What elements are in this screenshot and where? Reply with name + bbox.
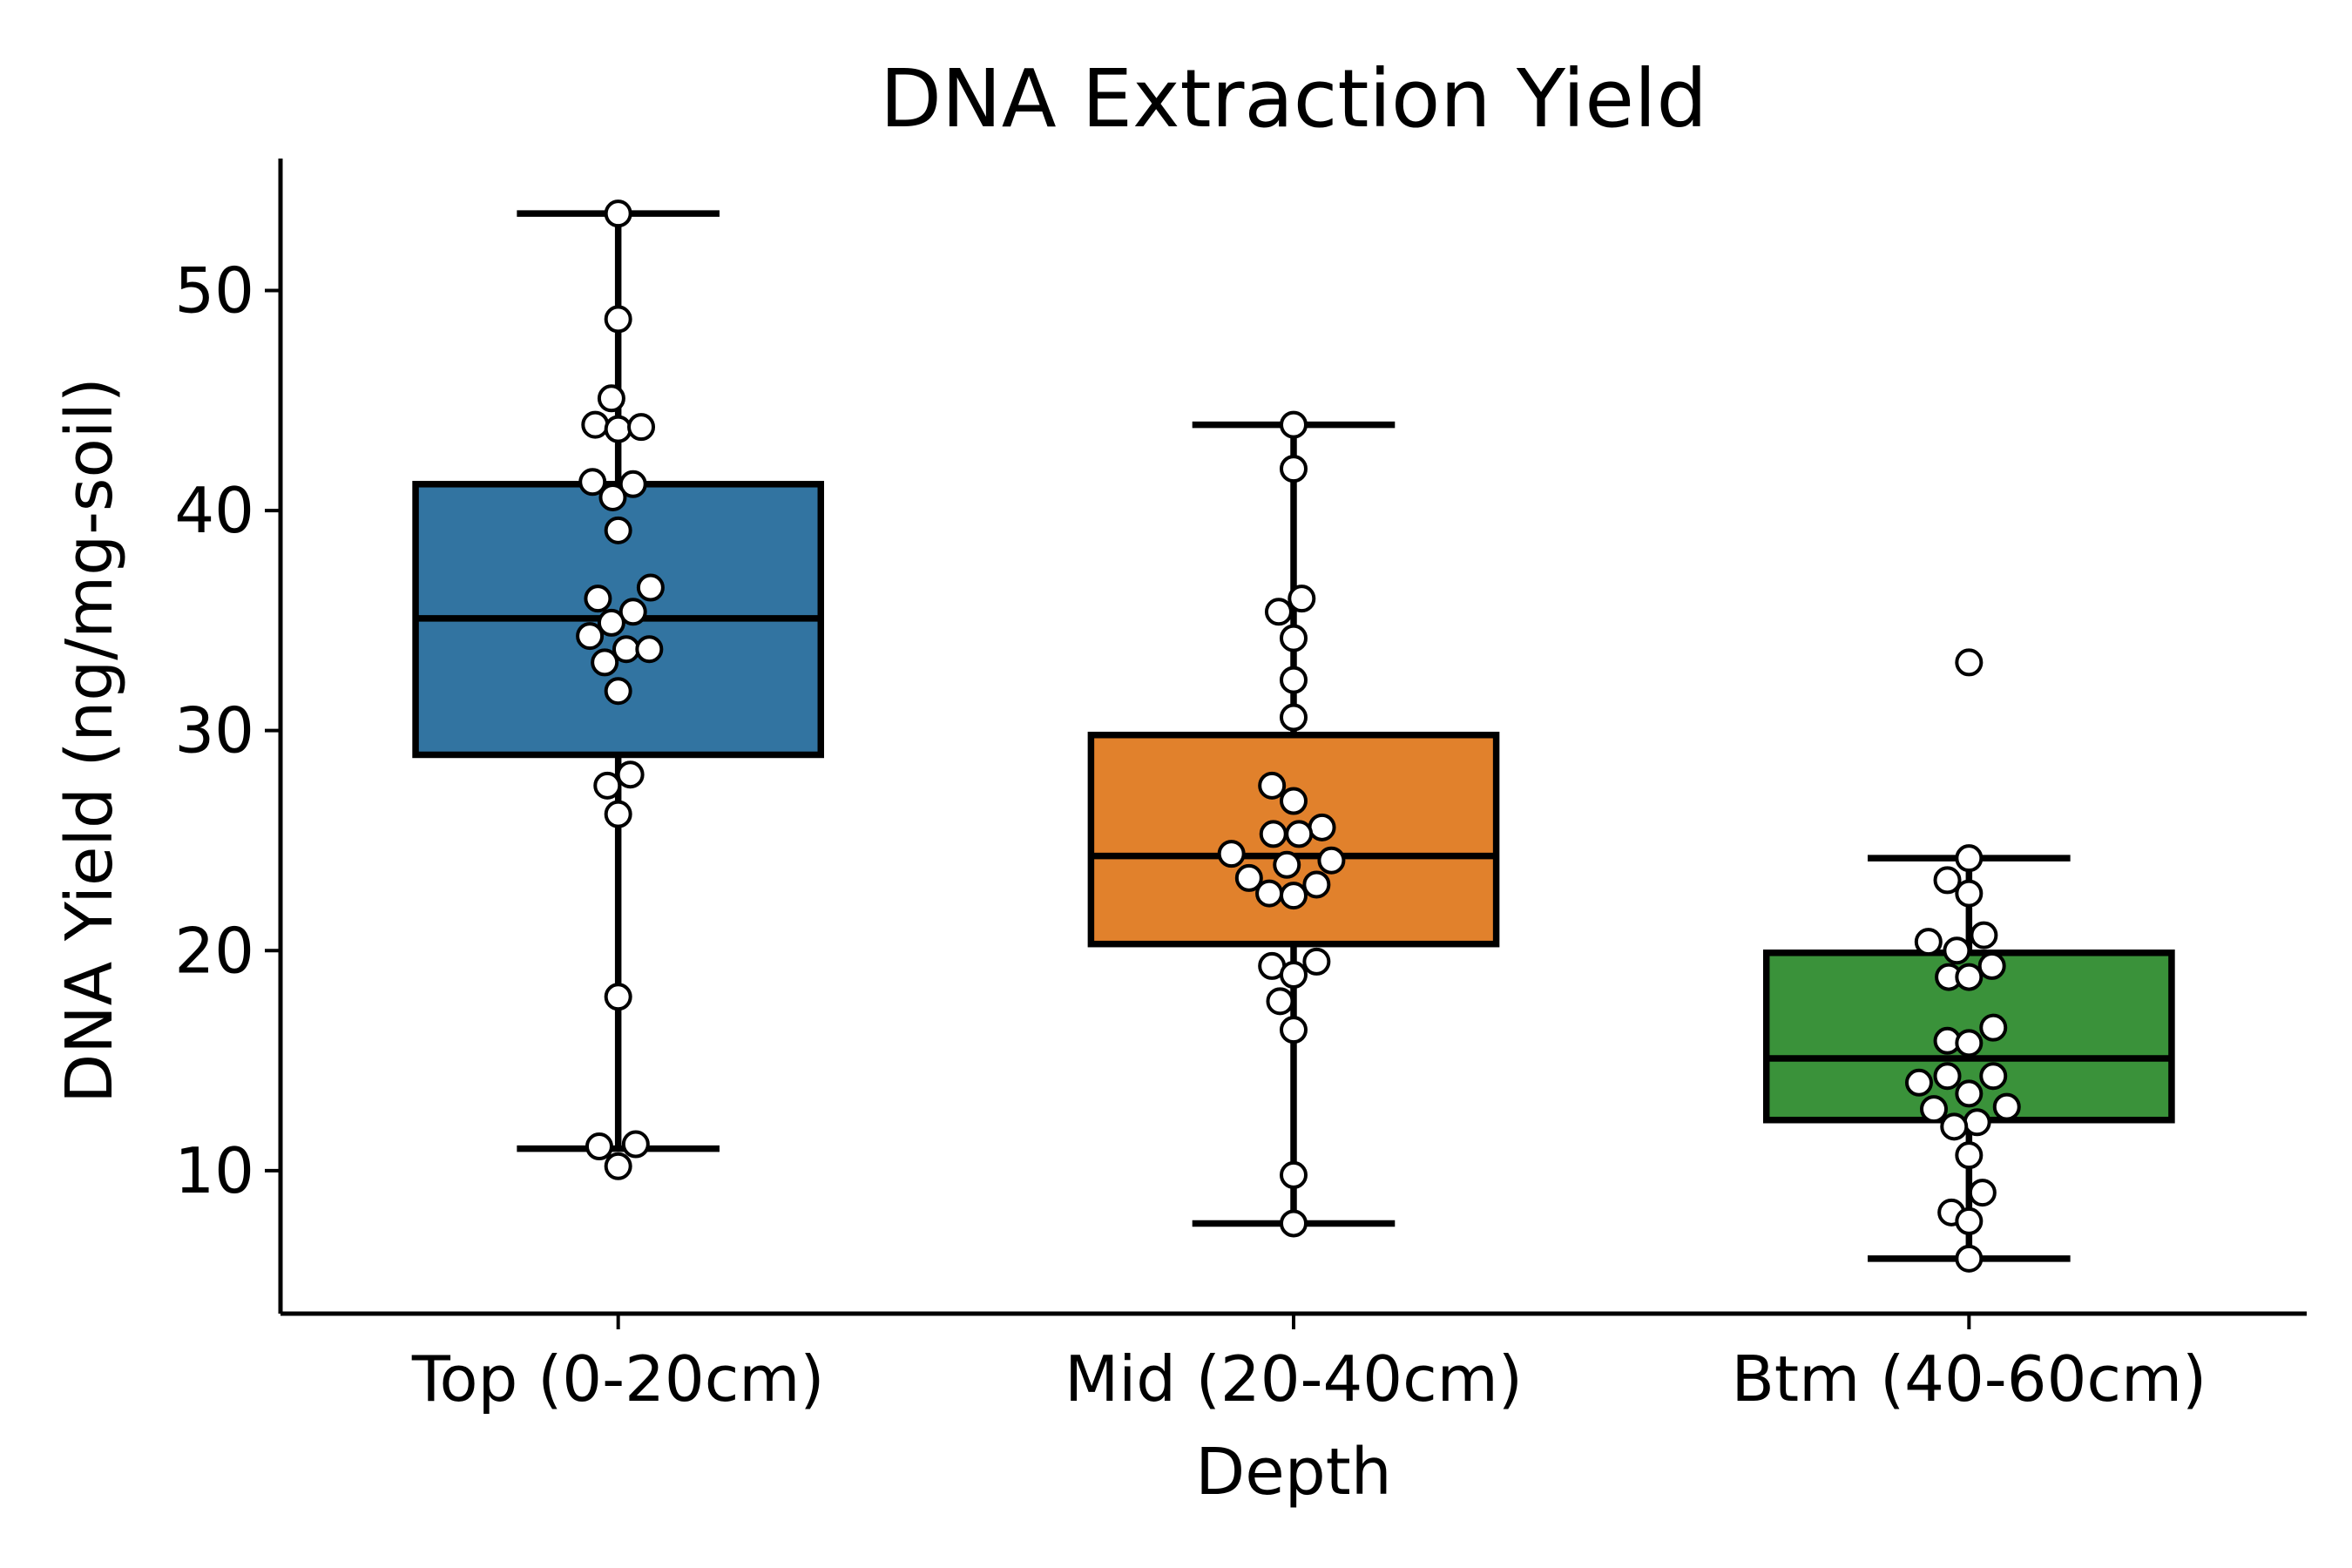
data-point bbox=[604, 983, 632, 1011]
data-point bbox=[616, 760, 645, 789]
data-point bbox=[1955, 1141, 1984, 1170]
data-point bbox=[597, 384, 625, 413]
data-point bbox=[1280, 666, 1308, 694]
data-point bbox=[578, 468, 607, 497]
data-point bbox=[1977, 951, 2006, 980]
data-point bbox=[1955, 844, 1984, 873]
data-point bbox=[1280, 624, 1308, 652]
data-point bbox=[1280, 1209, 1308, 1238]
data-point bbox=[1280, 1160, 1308, 1189]
y-tick-label: 30 bbox=[174, 694, 254, 767]
data-point bbox=[1933, 866, 1962, 895]
data-point bbox=[1217, 840, 1246, 868]
data-point bbox=[1234, 863, 1263, 892]
y-tick-label: 50 bbox=[174, 254, 254, 328]
data-point bbox=[576, 622, 605, 651]
data-point bbox=[1273, 850, 1301, 879]
data-point bbox=[636, 573, 665, 602]
data-point bbox=[1963, 1108, 1991, 1137]
data-point bbox=[1992, 1092, 2021, 1121]
data-point bbox=[604, 800, 632, 828]
box-group bbox=[1762, 648, 2175, 1273]
data-point bbox=[1920, 1095, 1949, 1124]
data-point bbox=[1904, 1068, 1933, 1097]
data-point bbox=[1955, 1029, 1984, 1058]
data-point bbox=[1288, 585, 1316, 613]
data-point bbox=[618, 598, 647, 626]
data-point bbox=[627, 413, 656, 442]
data-point bbox=[1308, 813, 1336, 841]
data-point bbox=[618, 470, 647, 498]
data-point bbox=[1943, 936, 1971, 965]
data-point bbox=[1955, 648, 1984, 677]
data-point bbox=[1979, 1062, 2008, 1091]
x-axis-label: Depth bbox=[1195, 1435, 1391, 1510]
chart-title: DNA Extraction Yield bbox=[880, 52, 1707, 145]
data-point bbox=[1933, 1062, 1962, 1091]
axes: 10 20 30 40 50 Top (0-20cm) Mid (20-40cm) Btm (… bbox=[174, 159, 2307, 1416]
data-point bbox=[584, 585, 612, 613]
data-point bbox=[604, 415, 632, 443]
data-point bbox=[591, 648, 619, 677]
data-point bbox=[1914, 928, 1943, 956]
x-tick-label: Top (0-20cm) bbox=[411, 1342, 825, 1416]
data-point bbox=[621, 1130, 650, 1159]
data-point bbox=[1955, 963, 1984, 991]
data-point bbox=[1280, 1016, 1308, 1044]
data-point bbox=[581, 410, 610, 439]
data-point bbox=[598, 483, 627, 511]
data-point bbox=[1280, 703, 1308, 732]
box-group bbox=[412, 199, 825, 1180]
data-point bbox=[585, 1132, 613, 1161]
data-point bbox=[1955, 1079, 1984, 1108]
data-point bbox=[1280, 455, 1308, 483]
x-tick-label: Btm (40-60cm) bbox=[1731, 1342, 2207, 1416]
data-point bbox=[1264, 598, 1293, 626]
box-group bbox=[1087, 410, 1500, 1238]
data-point bbox=[1940, 1112, 1969, 1141]
data-point bbox=[1280, 961, 1308, 990]
data-point bbox=[604, 199, 632, 228]
data-point bbox=[1968, 1179, 1997, 1207]
data-point bbox=[1255, 879, 1284, 908]
data-point bbox=[604, 677, 632, 706]
y-axis-label: DNA Yield (ng/mg-soil) bbox=[52, 377, 127, 1103]
data-point bbox=[1970, 921, 1998, 950]
data-point bbox=[593, 771, 622, 800]
data-point bbox=[1285, 820, 1314, 848]
y-tick-label: 10 bbox=[174, 1134, 254, 1207]
data-point bbox=[1280, 882, 1308, 910]
plot-area bbox=[412, 199, 2175, 1273]
data-point bbox=[1979, 1013, 2008, 1042]
data-point bbox=[597, 608, 625, 637]
data-point bbox=[604, 516, 632, 544]
data-point bbox=[1955, 879, 1984, 908]
data-point bbox=[1259, 820, 1288, 848]
data-point bbox=[1317, 846, 1346, 875]
data-point bbox=[1302, 870, 1331, 899]
x-tick-label: Mid (20-40cm) bbox=[1064, 1342, 1523, 1416]
data-point bbox=[1302, 947, 1331, 976]
data-point bbox=[1955, 1206, 1984, 1235]
data-point bbox=[1258, 771, 1287, 800]
data-point bbox=[604, 305, 632, 334]
data-point bbox=[1955, 1244, 1984, 1273]
data-point bbox=[1280, 787, 1308, 815]
data-point bbox=[635, 635, 664, 664]
data-point bbox=[1266, 987, 1294, 1016]
data-point bbox=[604, 1152, 632, 1180]
data-point bbox=[1280, 410, 1308, 439]
y-tick-label: 40 bbox=[174, 474, 254, 547]
y-tick-label: 20 bbox=[174, 914, 254, 987]
